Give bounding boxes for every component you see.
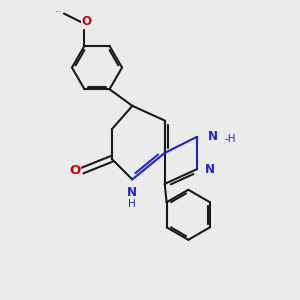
Text: O: O bbox=[69, 164, 80, 177]
Text: H: H bbox=[128, 199, 136, 209]
Text: N: N bbox=[208, 130, 218, 143]
Text: N: N bbox=[206, 163, 215, 176]
Text: O: O bbox=[81, 15, 91, 28]
Text: -H: -H bbox=[224, 134, 236, 144]
Text: N: N bbox=[127, 186, 137, 199]
Text: methoxy: methoxy bbox=[56, 11, 63, 12]
